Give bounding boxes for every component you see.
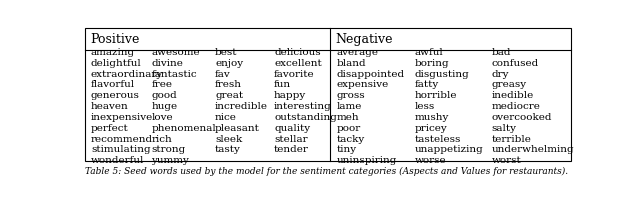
Text: fresh: fresh — [215, 80, 242, 89]
Text: recommend: recommend — [91, 134, 153, 143]
Text: quality: quality — [274, 123, 310, 132]
Text: tender: tender — [274, 145, 309, 154]
Text: fav: fav — [215, 69, 231, 78]
Text: yummy: yummy — [151, 155, 189, 164]
Text: favorite: favorite — [274, 69, 315, 78]
Text: free: free — [151, 80, 172, 89]
Text: flavorful: flavorful — [91, 80, 135, 89]
Text: mediocre: mediocre — [492, 102, 541, 111]
Text: fun: fun — [274, 80, 291, 89]
Text: worst: worst — [492, 155, 522, 164]
Text: extraordinary: extraordinary — [91, 69, 163, 78]
Bar — [85, 29, 571, 161]
Text: amazing: amazing — [91, 48, 135, 57]
Text: pricey: pricey — [415, 123, 447, 132]
Text: divine: divine — [151, 59, 183, 68]
Text: enjoy: enjoy — [215, 59, 243, 68]
Text: tasteless: tasteless — [415, 134, 461, 143]
Text: lame: lame — [337, 102, 362, 111]
Text: uninspiring: uninspiring — [337, 155, 397, 164]
Text: awesome: awesome — [151, 48, 200, 57]
Text: interesting: interesting — [274, 102, 332, 111]
Text: best: best — [215, 48, 237, 57]
Text: salty: salty — [492, 123, 516, 132]
Text: gross: gross — [337, 91, 365, 100]
Text: meh: meh — [337, 112, 359, 121]
Text: heaven: heaven — [91, 102, 129, 111]
Text: stimulating: stimulating — [91, 145, 150, 154]
Text: happy: happy — [274, 91, 307, 100]
Text: poor: poor — [337, 123, 361, 132]
Text: confused: confused — [492, 59, 539, 68]
Text: generous: generous — [91, 91, 140, 100]
Text: inexpensive: inexpensive — [91, 112, 153, 121]
Text: strong: strong — [151, 145, 186, 154]
Text: worse: worse — [415, 155, 446, 164]
Text: tiny: tiny — [337, 145, 356, 154]
Text: Table 5: Seed words used by the model for the sentiment categories (Aspects and : Table 5: Seed words used by the model fo… — [85, 166, 568, 175]
Text: horrible: horrible — [415, 91, 457, 100]
Text: pleasant: pleasant — [215, 123, 260, 132]
Text: tasty: tasty — [215, 145, 241, 154]
Text: love: love — [151, 112, 173, 121]
Text: awful: awful — [415, 48, 444, 57]
Text: Negative: Negative — [335, 33, 393, 46]
Text: excellent: excellent — [274, 59, 322, 68]
Text: delicious: delicious — [274, 48, 321, 57]
Text: average: average — [337, 48, 378, 57]
Text: mushy: mushy — [415, 112, 449, 121]
Text: expensive: expensive — [337, 80, 388, 89]
Text: terrible: terrible — [492, 134, 532, 143]
Text: stellar: stellar — [274, 134, 308, 143]
Text: good: good — [151, 91, 177, 100]
Text: great: great — [215, 91, 243, 100]
Text: fatty: fatty — [415, 80, 439, 89]
Text: sleek: sleek — [215, 134, 243, 143]
Text: dry: dry — [492, 69, 509, 78]
Text: outstanding: outstanding — [274, 112, 337, 121]
Text: Positive: Positive — [90, 33, 140, 46]
Text: bland: bland — [337, 59, 366, 68]
Text: nice: nice — [215, 112, 237, 121]
Text: inedible: inedible — [492, 91, 534, 100]
Text: disappointed: disappointed — [337, 69, 404, 78]
Text: overcooked: overcooked — [492, 112, 552, 121]
Text: tacky: tacky — [337, 134, 365, 143]
Text: phenomenal: phenomenal — [151, 123, 216, 132]
Text: boring: boring — [415, 59, 449, 68]
Text: underwhelming: underwhelming — [492, 145, 574, 154]
Text: rich: rich — [151, 134, 172, 143]
Text: greasy: greasy — [492, 80, 527, 89]
Text: incredible: incredible — [215, 102, 268, 111]
Text: less: less — [415, 102, 435, 111]
Text: unappetizing: unappetizing — [415, 145, 483, 154]
Text: delightful: delightful — [91, 59, 141, 68]
Text: bad: bad — [492, 48, 511, 57]
Text: wonderful: wonderful — [91, 155, 144, 164]
Text: perfect: perfect — [91, 123, 129, 132]
Text: disgusting: disgusting — [415, 69, 469, 78]
Text: huge: huge — [151, 102, 177, 111]
Text: fantastic: fantastic — [151, 69, 197, 78]
